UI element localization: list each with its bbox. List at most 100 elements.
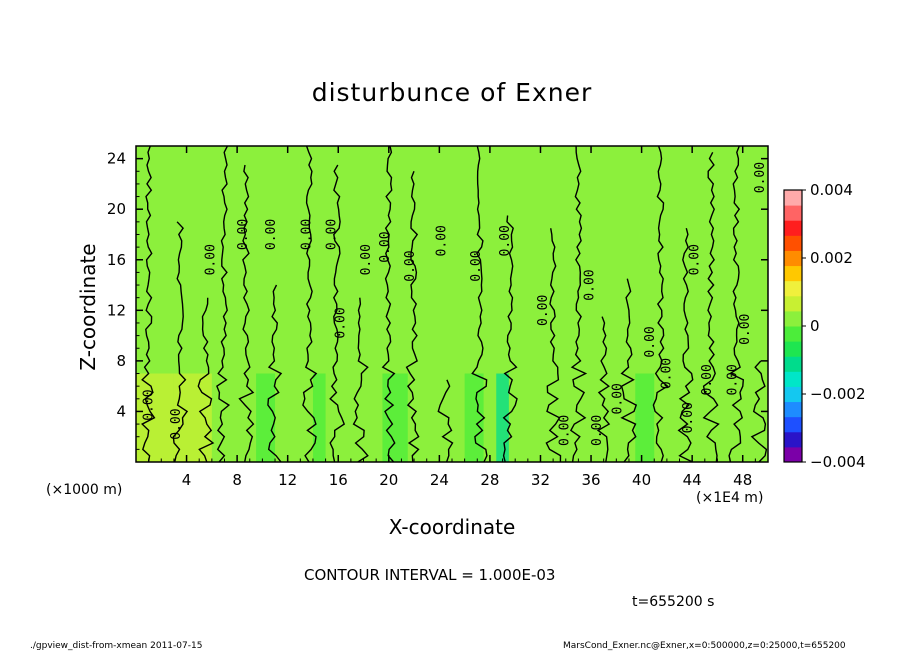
y-tick-label: 20: [107, 200, 126, 218]
y-tick-label: 4: [116, 402, 126, 420]
colorbar: 0.004 0.002 0 −0.002 −0.004: [783, 181, 866, 471]
contour-line: [437, 379, 454, 462]
y-tick-label: 12: [107, 301, 126, 319]
colorbar-label: −0.002: [810, 385, 866, 403]
contour-label: 0.00: [334, 307, 349, 338]
y-tick-label: 16: [107, 251, 126, 269]
contour-line: [620, 278, 638, 462]
chart-title: disturbunce of Exner: [311, 78, 593, 107]
contour-label: 0.00: [403, 250, 418, 281]
x-tick-label: 32: [531, 471, 550, 489]
colorbar-swatch: [784, 220, 802, 236]
colorbar-swatch: [784, 265, 802, 282]
contour-line: [728, 146, 745, 462]
colorbar-label: 0.004: [810, 181, 853, 199]
x-tick-label: 40: [632, 471, 651, 489]
colorbar-swatch: [784, 295, 802, 312]
contour-line: [238, 164, 255, 462]
contour-line: [545, 228, 562, 462]
x-unit-right: (×1E4 m): [696, 490, 764, 506]
contour-label: 0.00: [469, 250, 484, 281]
colorbar-swatch: [784, 190, 802, 206]
colorbar-label: 0: [810, 317, 820, 335]
x-tick-label: 16: [329, 471, 348, 489]
contour-line: [569, 146, 588, 462]
colorbar-swatch: [784, 386, 802, 403]
contour-line: [267, 284, 283, 462]
colorbar-swatch: [784, 446, 802, 463]
contour-label: 0.00: [583, 269, 598, 300]
contour-label: 0.00: [753, 162, 768, 193]
colorbar-swatch: [784, 371, 802, 387]
colorbar-swatch: [784, 280, 802, 297]
x-tick-label: 4: [182, 471, 192, 489]
colorbar-swatch: [784, 310, 802, 327]
colorbar-swatch: [784, 356, 802, 372]
x-tick-label: 12: [278, 471, 297, 489]
contour-label: 0.00: [610, 383, 625, 414]
contour-line: [216, 146, 231, 462]
field-band: [382, 373, 408, 462]
contour-line: [405, 171, 420, 462]
contour-interval-note: CONTOUR INTERVAL = 1.000E-03: [304, 566, 556, 584]
contour-label: 0.00: [536, 295, 551, 326]
x-tick-label: 48: [733, 471, 752, 489]
field-band: [256, 373, 276, 462]
colorbar-label: 0.002: [810, 249, 853, 267]
colorbar-swatch: [784, 250, 802, 267]
contour-label: 0.00: [700, 364, 715, 395]
contour-label: 0.00: [435, 225, 450, 256]
contour-label: 0.00: [264, 219, 279, 250]
field-band: [312, 373, 326, 462]
x-unit-left: (×1000 m): [46, 482, 123, 498]
colorbar-swatch: [784, 205, 802, 221]
contour-line: [471, 146, 488, 462]
colorbar-swatch: [784, 235, 802, 251]
contour-line: [197, 297, 215, 462]
colorbar-swatch: [784, 431, 802, 448]
contour-line: [381, 146, 396, 462]
contour-label: 0.00: [141, 389, 156, 420]
contour-line: [502, 215, 518, 462]
contour-label: 0.00: [325, 219, 340, 250]
x-tick-label: 44: [683, 471, 702, 489]
x-tick-label: 28: [480, 471, 499, 489]
contour-label: 0.00: [687, 244, 702, 275]
y-tick-label: 8: [116, 352, 126, 370]
footer-left: ./gpview_dist-from-xmean 2011-07-15: [30, 641, 203, 651]
field-background: [136, 146, 768, 462]
contour-line: [677, 228, 694, 462]
x-axis-label: X-coordinate: [388, 515, 516, 539]
field-band: [698, 373, 718, 462]
contour-label: 0.00: [590, 415, 605, 446]
contour-line: [302, 146, 318, 462]
x-tick-label: 36: [581, 471, 600, 489]
y-tick-label: 24: [107, 150, 126, 168]
contour-line: [652, 146, 669, 462]
contour-label: 0.00: [169, 408, 184, 439]
contour-label: 0.00: [738, 314, 753, 345]
x-tick-label: 20: [379, 471, 398, 489]
x-tick-label: 8: [232, 471, 242, 489]
colorbar-swatch: [784, 326, 802, 342]
plot-area: 0.00 0.00 0.00 0.00 0.00 0.00 0.00 0.00 0.00 0.00…: [135, 145, 769, 463]
contour-label: 0.00: [557, 415, 572, 446]
contour-line: [352, 297, 369, 462]
colorbar-swatch: [784, 401, 802, 418]
contour-line: [141, 146, 156, 462]
contour-label: 0.00: [236, 219, 251, 250]
contour-line: [702, 151, 720, 462]
x-tick-label: 24: [430, 471, 449, 489]
colorbar-swatch: [784, 416, 802, 433]
contour-line: [172, 221, 189, 462]
contour-line: [750, 360, 768, 462]
contour-label: 0.00: [203, 244, 218, 275]
contour-label: 0.00: [725, 364, 740, 395]
colorbar-label: −0.004: [810, 453, 866, 471]
contour-label: 0.00: [378, 231, 393, 262]
footer-right: MarsCond_Exner.nc@Exner,x=0:500000,z=0:2…: [563, 641, 846, 651]
field: 0.00 0.00 0.00 0.00 0.00 0.00 0.00 0.00 0.00 0.00…: [136, 146, 768, 462]
field-band: [496, 373, 509, 462]
